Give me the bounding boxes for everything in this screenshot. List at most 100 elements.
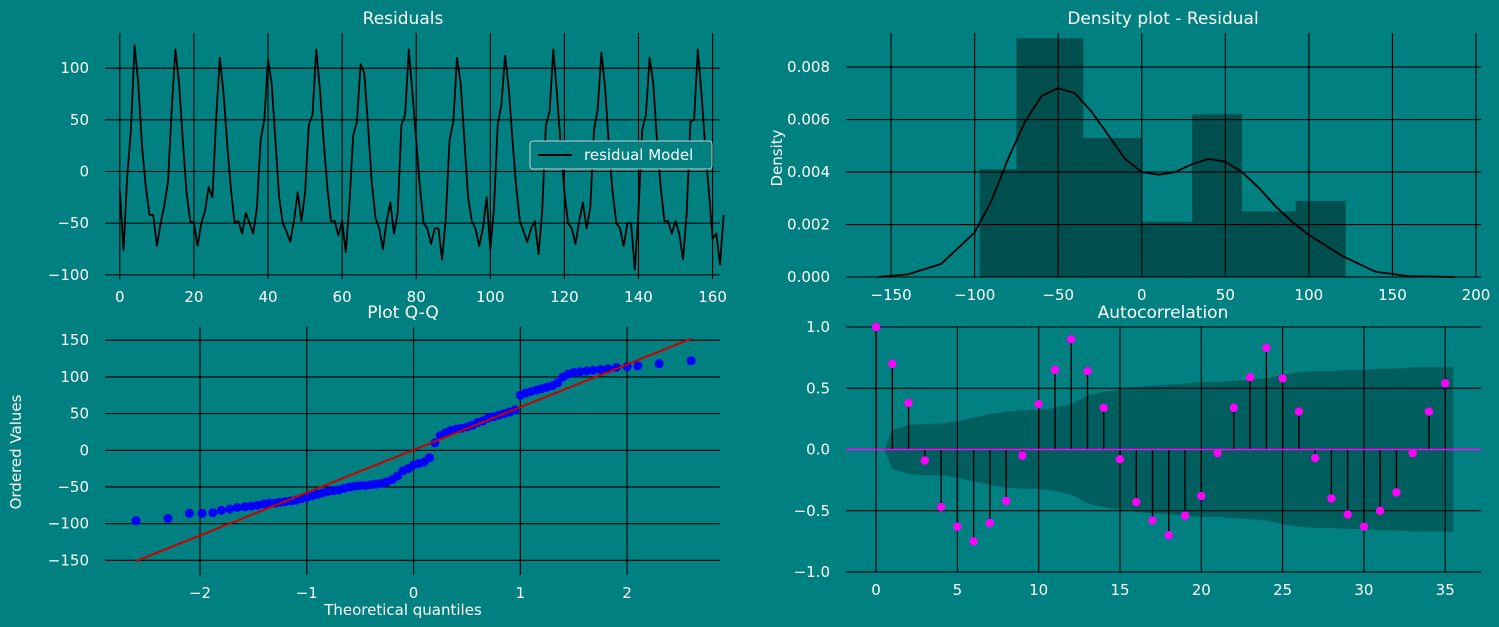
density-ytick-label: 0.000	[787, 268, 830, 286]
acf-marker	[1245, 373, 1255, 382]
residuals-ytick-label: 50	[70, 111, 89, 129]
residuals-ytick-label: 0	[79, 163, 89, 181]
acf-marker	[985, 518, 995, 528]
acf-marker	[1359, 522, 1369, 531]
histogram-bar	[979, 169, 1017, 277]
acf-xtick-label: 30	[1354, 581, 1373, 599]
density-xtick-label: −150	[871, 286, 912, 304]
acf-marker	[1034, 399, 1043, 409]
histogram-bar	[1083, 137, 1142, 277]
acf-marker	[1441, 379, 1450, 388]
qq-point	[216, 505, 226, 515]
acf-marker	[904, 398, 913, 408]
qq-ylabel: Ordered Values	[7, 394, 25, 509]
acf-xtick-label: 0	[871, 581, 881, 599]
acf-ytick-label: −1.0	[794, 563, 830, 581]
qq-ytick-label: −50	[57, 478, 89, 496]
acf-marker	[1132, 497, 1141, 507]
residual-series-line	[118, 44, 725, 271]
acf-marker	[953, 522, 962, 531]
acf-xtick-label: 10	[1029, 581, 1048, 599]
histogram-bar	[1295, 200, 1346, 277]
qq-ytick-label: 0	[79, 441, 89, 459]
acf-marker	[1294, 407, 1304, 416]
legend-box	[529, 140, 713, 170]
acf-marker	[1408, 448, 1417, 458]
acf-marker	[936, 502, 946, 512]
acf-marker	[1213, 448, 1222, 458]
qq-xtick-label: 0	[409, 584, 419, 602]
acf-ytick-label: −0.5	[794, 502, 830, 520]
acf-marker	[1278, 374, 1287, 383]
acf-marker	[1262, 343, 1271, 353]
density-kde-curve	[877, 87, 1455, 278]
histogram-bar	[1191, 114, 1243, 277]
acf-marker	[1197, 491, 1206, 501]
density-grid	[846, 33, 1481, 278]
acf-marker	[1229, 403, 1239, 413]
acf-marker	[1180, 511, 1190, 520]
acf-xtick-label: 15	[1110, 581, 1129, 599]
acf-marker	[969, 537, 978, 546]
residuals-legend[interactable]: residual Model	[529, 140, 713, 170]
qq-point	[633, 361, 643, 371]
acf-marker	[1343, 510, 1352, 519]
qq-point	[686, 356, 696, 366]
residuals-xtick-label: 100	[476, 288, 505, 306]
residuals-grid	[105, 33, 720, 279]
residuals-xtick-label: 120	[550, 288, 579, 306]
acf-xtick-label: 25	[1273, 581, 1292, 599]
residuals-panel: Residuals 0 20 40 60 80 100 120 140 160 −100 −50 0 5…	[48, 9, 727, 306]
acf-stems	[846, 322, 1481, 546]
residuals-ytick-label: 100	[60, 59, 89, 77]
residuals-xtick-label: 140	[624, 288, 653, 306]
qq-point	[588, 365, 598, 375]
residuals-xtick-label: 0	[115, 288, 125, 306]
qq-xtick-label: −2	[189, 584, 211, 602]
qq-xtick-label: 1	[516, 584, 526, 602]
acf-marker	[1327, 494, 1336, 503]
acf-marker	[1067, 335, 1076, 344]
qq-fit-line	[135, 337, 692, 562]
acf-marker	[1148, 516, 1157, 525]
residuals-line	[118, 44, 725, 271]
acf-marker	[1001, 496, 1011, 506]
qq-ytick-label: 150	[60, 331, 89, 349]
acf-xtick-label: 35	[1436, 581, 1455, 599]
residuals-xtick-label: 160	[698, 288, 727, 306]
density-xtick-label: 0	[1137, 286, 1147, 304]
residuals-title: Residuals	[363, 9, 444, 29]
qq-xtick-label: 2	[622, 584, 632, 602]
qq-tick-labels: −2 −1 0 1 2 −150 −100 −50 0 50 100 150	[48, 331, 632, 602]
residuals-ytick-label: −50	[57, 214, 89, 232]
acf-marker	[1424, 407, 1434, 416]
residuals-xtick-label: 20	[184, 288, 203, 306]
qq-title: Plot Q-Q	[367, 303, 438, 323]
density-xtick-label: 100	[1295, 286, 1324, 304]
qq-ytick-label: 100	[60, 368, 89, 386]
acf-ytick-label: 0.5	[806, 379, 830, 397]
density-xtick-label: 50	[1216, 286, 1235, 304]
acf-marker	[1099, 403, 1108, 413]
acf-panel: Autocorrelation 0 5 10 15 20 25 30 35 −1.0 −0.5 0.…	[794, 303, 1481, 599]
acf-marker	[1115, 455, 1125, 464]
acf-xtick-label: 20	[1192, 581, 1211, 599]
qq-panel: Plot Q-Q Theoretical quantiles Ordered V…	[7, 303, 720, 619]
qq-xtick-label: −1	[296, 584, 318, 602]
qq-ytick-label: 50	[70, 405, 89, 423]
density-ytick-label: 0.006	[787, 111, 830, 129]
acf-title: Autocorrelation	[1098, 303, 1229, 323]
histogram-bar	[1242, 211, 1296, 277]
acf-marker	[1164, 531, 1173, 540]
acf-marker	[1310, 453, 1320, 463]
qq-point	[425, 453, 435, 463]
density-ytick-label: 0.004	[787, 163, 830, 181]
qq-point	[595, 365, 605, 375]
qq-point	[208, 508, 218, 518]
residuals-xtick-label: 80	[407, 288, 426, 306]
residuals-tick-labels: 0 20 40 60 80 100 120 140 160 −100 −50 0 50 100	[48, 59, 727, 306]
acf-marker	[871, 322, 881, 332]
acf-marker	[1392, 488, 1401, 497]
